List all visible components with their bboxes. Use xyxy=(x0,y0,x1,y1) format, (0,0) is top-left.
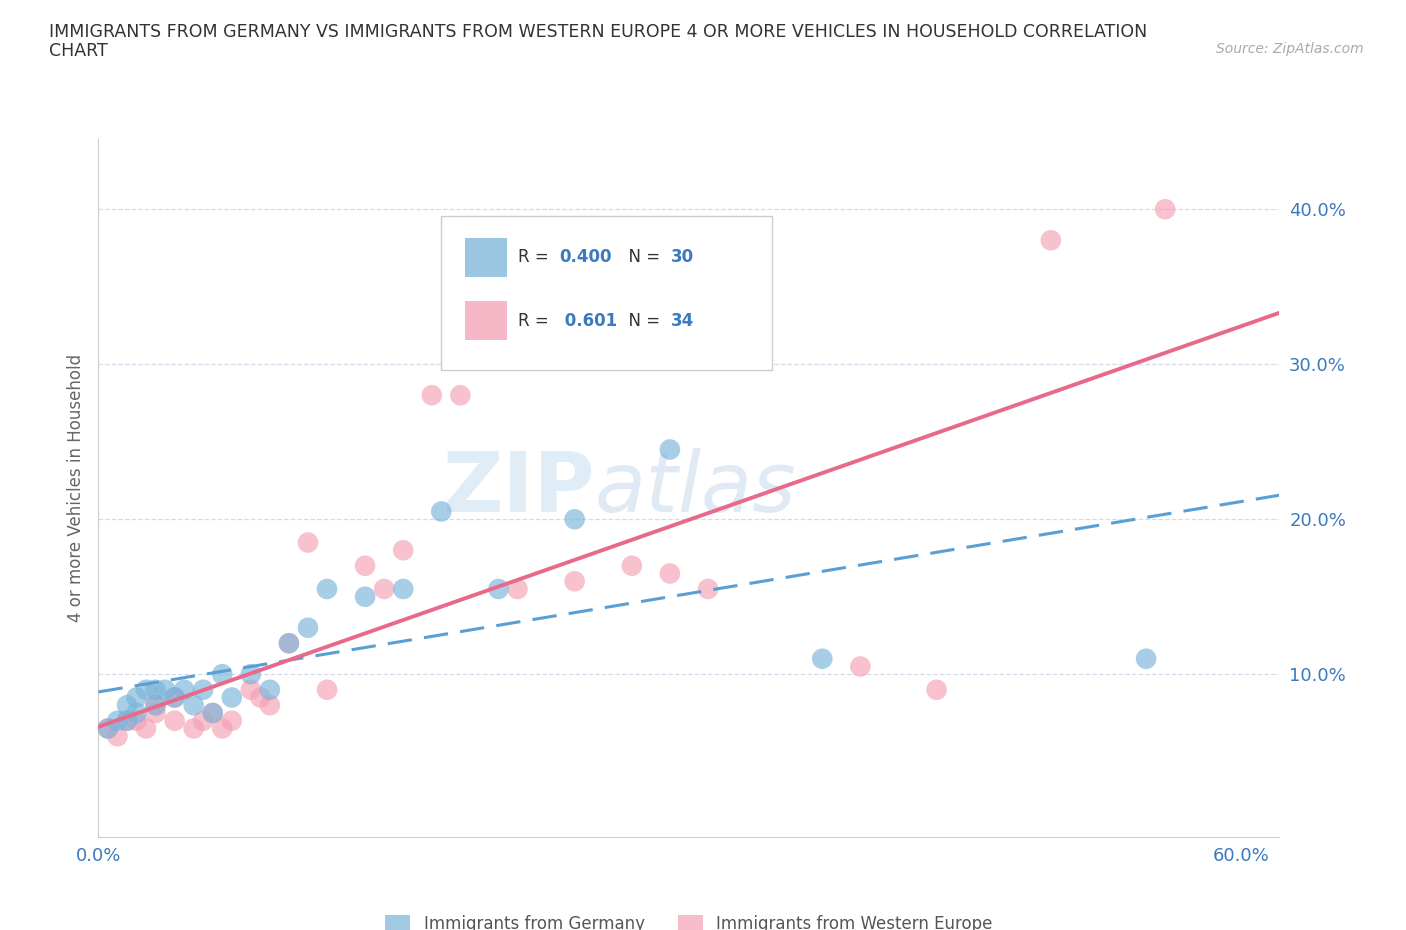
Point xyxy=(849,659,872,674)
Point xyxy=(115,713,138,728)
Point xyxy=(145,706,167,721)
Text: N =: N = xyxy=(619,247,665,266)
Point xyxy=(145,698,167,712)
Point xyxy=(277,636,299,651)
Point xyxy=(163,690,186,705)
Point xyxy=(420,388,443,403)
Point xyxy=(107,729,129,744)
Point xyxy=(163,713,186,728)
Point xyxy=(1039,232,1062,247)
Text: CHART: CHART xyxy=(49,42,108,60)
Point xyxy=(125,713,148,728)
Point xyxy=(239,683,262,698)
Point xyxy=(297,620,319,635)
Text: N =: N = xyxy=(619,312,665,330)
Point xyxy=(392,543,415,558)
Point xyxy=(107,713,129,728)
Point xyxy=(125,690,148,705)
FancyBboxPatch shape xyxy=(441,217,772,370)
Text: 30: 30 xyxy=(671,247,695,266)
Point xyxy=(620,558,643,573)
Point xyxy=(183,721,205,736)
Point xyxy=(811,651,834,666)
Point xyxy=(259,698,281,712)
Point xyxy=(697,581,720,596)
Point xyxy=(488,581,510,596)
Point xyxy=(354,558,377,573)
Point xyxy=(201,706,224,721)
Point xyxy=(277,636,299,651)
FancyBboxPatch shape xyxy=(464,238,508,277)
Point xyxy=(297,535,319,550)
Text: atlas: atlas xyxy=(595,447,796,529)
Point xyxy=(163,690,186,705)
Text: 34: 34 xyxy=(671,312,695,330)
Point xyxy=(506,581,529,596)
Text: ZIP: ZIP xyxy=(441,447,595,529)
Point xyxy=(135,721,157,736)
Point xyxy=(449,388,471,403)
Text: R =: R = xyxy=(517,247,554,266)
Point xyxy=(221,690,243,705)
Point xyxy=(193,713,215,728)
Point xyxy=(658,442,681,457)
Point xyxy=(658,566,681,581)
Point xyxy=(135,683,157,698)
Text: R =: R = xyxy=(517,312,554,330)
Text: 0.400: 0.400 xyxy=(560,247,612,266)
Legend: Immigrants from Germany, Immigrants from Western Europe: Immigrants from Germany, Immigrants from… xyxy=(378,908,1000,930)
Point xyxy=(373,581,395,596)
Point xyxy=(925,683,948,698)
Point xyxy=(193,683,215,698)
Point xyxy=(249,690,271,705)
Point xyxy=(354,590,377,604)
Point xyxy=(115,698,138,712)
Text: 0.601: 0.601 xyxy=(560,312,617,330)
Point xyxy=(211,667,233,682)
Point xyxy=(564,574,586,589)
Point xyxy=(153,683,176,698)
Point xyxy=(97,721,120,736)
Y-axis label: 4 or more Vehicles in Household: 4 or more Vehicles in Household xyxy=(66,354,84,622)
Point xyxy=(259,683,281,698)
Point xyxy=(316,683,339,698)
Point xyxy=(564,512,586,526)
Point xyxy=(201,706,224,721)
FancyBboxPatch shape xyxy=(464,300,508,339)
Point xyxy=(239,667,262,682)
Point xyxy=(316,581,339,596)
Point xyxy=(115,713,138,728)
Point xyxy=(430,504,453,519)
Point xyxy=(1154,202,1177,217)
Point xyxy=(97,721,120,736)
Point xyxy=(1135,651,1157,666)
Point xyxy=(183,698,205,712)
Point xyxy=(221,713,243,728)
Point xyxy=(145,698,167,712)
Point xyxy=(392,581,415,596)
Point xyxy=(125,706,148,721)
Point xyxy=(211,721,233,736)
Text: Source: ZipAtlas.com: Source: ZipAtlas.com xyxy=(1216,42,1364,56)
Point xyxy=(145,683,167,698)
Point xyxy=(173,683,195,698)
Text: IMMIGRANTS FROM GERMANY VS IMMIGRANTS FROM WESTERN EUROPE 4 OR MORE VEHICLES IN : IMMIGRANTS FROM GERMANY VS IMMIGRANTS FR… xyxy=(49,23,1147,41)
